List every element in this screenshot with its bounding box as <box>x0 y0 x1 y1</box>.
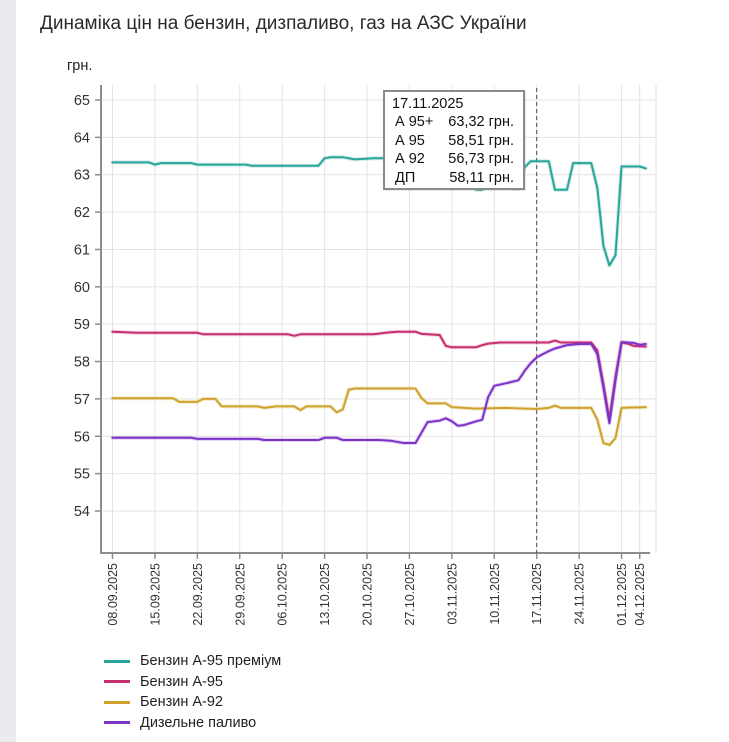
y-tick-label: 65 <box>74 93 90 109</box>
tooltip-row-a92: А 92 56,73 грн. <box>392 150 514 169</box>
tooltip-value: 58,11 грн. <box>449 169 514 186</box>
legend-item-diesel[interactable]: Дизельне паливо <box>104 713 281 734</box>
x-tick-label: 08.09.2025 <box>106 563 120 626</box>
y-tick-label: 57 <box>74 392 90 408</box>
y-tick-label: 54 <box>74 504 90 520</box>
tooltip-date: 17.11.2025 <box>392 96 464 112</box>
legend-line-swatch <box>104 721 130 725</box>
x-tick-label: 17.11.2025 <box>530 563 544 625</box>
legend-line-swatch <box>104 680 130 684</box>
x-tick-label: 20.10.2025 <box>361 563 375 626</box>
x-tick-label: 01.12.2025 <box>615 563 629 626</box>
legend-label: Дизельне паливо <box>140 714 257 731</box>
tooltip-value: 56,73 грн. <box>448 151 514 167</box>
x-tick-label: 13.10.2025 <box>318 563 332 626</box>
page-title: Динаміка цін на бензин, дизпаливо, газ н… <box>40 13 527 34</box>
page-left-gutter <box>0 0 16 742</box>
x-tick-label: 06.10.2025 <box>276 563 290 626</box>
x-tick-label: 15.09.2025 <box>148 563 162 626</box>
tooltip: 17.11.2025 А 95+ 63,32 грн. А 95 58,51 г… <box>383 90 525 190</box>
y-tick-label: 55 <box>74 467 90 483</box>
series-line-3 <box>111 341 647 444</box>
legend-item-a95-premium[interactable]: Бензин А-95 преміум <box>104 651 281 672</box>
y-tick-label: 62 <box>74 205 90 221</box>
tooltip-label: А 95+ <box>395 114 434 130</box>
y-tick-label: 58 <box>74 355 90 371</box>
x-tick-label: 22.09.2025 <box>191 563 205 626</box>
legend-label: Бензин А-95 преміум <box>140 653 282 670</box>
tooltip-label: А 92 <box>395 151 425 167</box>
y-tick-label: 56 <box>74 429 90 445</box>
tooltip-row-a95: А 95 58,51 грн. <box>392 132 514 151</box>
tooltip-value: 58,51 грн. <box>448 132 514 149</box>
legend-label: Бензин А-95 <box>140 673 223 690</box>
series-line-2 <box>111 387 647 446</box>
legend-line-swatch <box>104 700 130 704</box>
legend-line-swatch <box>104 659 130 663</box>
y-tick-label: 64 <box>74 130 90 146</box>
tooltip-label: А 95 <box>395 132 425 149</box>
chart-legend: Бензин А-95 преміум Бензин А-95 Бензин А… <box>104 651 281 733</box>
x-tick-label: 10.11.2025 <box>488 563 502 625</box>
y-tick-label: 61 <box>74 242 90 258</box>
series-halo-3 <box>110 340 648 445</box>
tooltip-label: ДП <box>395 169 416 186</box>
x-tick-label: 29.09.2025 <box>233 563 247 626</box>
x-tick-label: 03.11.2025 <box>445 563 459 625</box>
x-tick-label: 27.10.2025 <box>403 563 417 626</box>
y-tick-label: 60 <box>74 280 90 296</box>
y-axis-unit-label: грн. <box>67 58 93 74</box>
legend-item-a95[interactable]: Бензин А-95 <box>104 672 281 693</box>
tooltip-row-diesel: ДП 58,11 грн. <box>392 169 514 188</box>
tooltip-value: 63,32 грн. <box>448 114 514 130</box>
y-tick-label: 59 <box>74 317 90 333</box>
y-tick-label: 63 <box>74 168 90 184</box>
tooltip-row-a95-plus: А 95+ 63,32 грн. <box>392 113 514 132</box>
x-tick-label: 24.11.2025 <box>573 563 587 625</box>
legend-label: Бензин А-92 <box>140 694 223 711</box>
x-tick-label: 04.12.2025 <box>633 563 647 626</box>
legend-item-a92[interactable]: Бензин А-92 <box>104 692 281 713</box>
